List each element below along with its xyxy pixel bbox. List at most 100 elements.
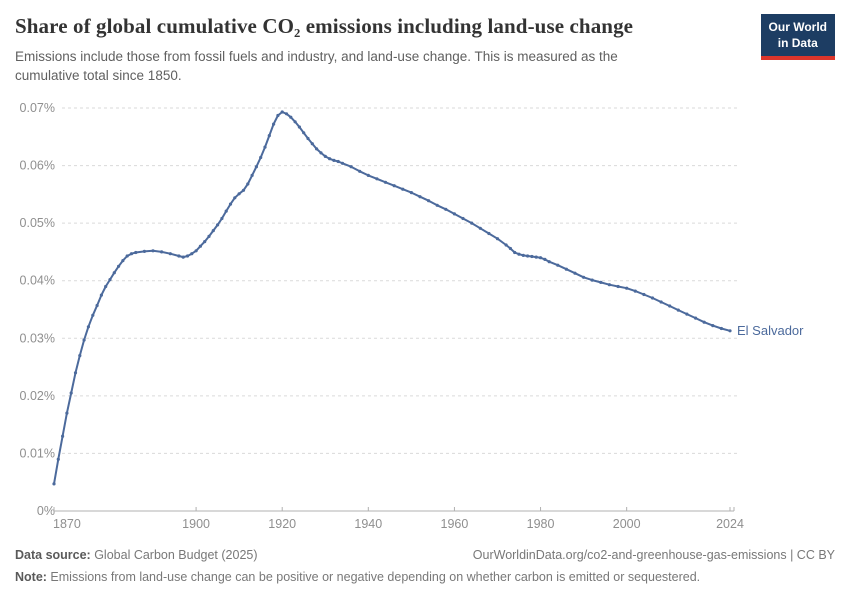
line-chart-plot-area[interactable]: 0% 0.01% 0.02% 0.03% 0.04% 0.05% 0.06% 0.07% 187… xyxy=(0,95,850,540)
data-point xyxy=(263,145,267,149)
data-point xyxy=(56,457,60,461)
data-point xyxy=(323,154,327,158)
data-point xyxy=(564,267,569,271)
data-point xyxy=(95,303,99,308)
data-point xyxy=(534,255,538,259)
data-point xyxy=(694,316,698,320)
y-tick-label: 0.05% xyxy=(20,216,55,230)
trend-line[interactable] xyxy=(53,111,731,485)
data-point xyxy=(198,244,202,248)
data-point xyxy=(185,254,190,258)
data-point xyxy=(246,182,250,186)
data-point xyxy=(659,300,663,304)
data-point xyxy=(530,254,534,259)
data-point xyxy=(513,250,517,255)
data-point xyxy=(582,275,586,279)
data-point xyxy=(461,216,465,221)
data-point xyxy=(86,325,90,329)
data-point xyxy=(276,113,280,118)
data-point xyxy=(676,308,680,312)
data-point xyxy=(349,165,353,169)
y-tick-label: 0.01% xyxy=(20,446,55,460)
data-point xyxy=(91,313,95,317)
data-point xyxy=(121,259,125,263)
data-point xyxy=(211,229,215,233)
y-tick-label: 0.04% xyxy=(20,274,55,288)
data-point xyxy=(633,289,637,293)
data-point xyxy=(203,240,207,244)
note-label: Note: xyxy=(15,570,47,585)
x-tick-label: 1960 xyxy=(441,517,469,531)
data-point xyxy=(521,253,525,257)
data-point xyxy=(616,284,620,289)
chart-header: Share of global cumulative CO₂ emissions… xyxy=(15,14,835,85)
data-point xyxy=(112,271,116,275)
x-tick-label: 2024 xyxy=(716,517,744,531)
source-row: Data source: Global Carbon Budget (2025)… xyxy=(15,548,835,564)
chart-footer: Data source: Global Carbon Budget (2025)… xyxy=(15,548,835,586)
data-point xyxy=(104,284,108,289)
data-point xyxy=(366,173,370,177)
data-point xyxy=(590,278,594,282)
data-point xyxy=(177,254,181,258)
chart-subtitle: Emissions include those from fossil fuel… xyxy=(15,49,618,83)
data-point xyxy=(254,165,258,169)
x-tick-label: 2000 xyxy=(613,517,641,531)
note-value: Emissions from land-use change can be po… xyxy=(46,570,701,585)
data-point xyxy=(228,202,233,206)
data-point xyxy=(427,199,431,203)
data-point xyxy=(108,278,112,282)
data-point xyxy=(401,187,405,191)
note-row: Note: Emissions from land-use change can… xyxy=(15,570,835,586)
data-point xyxy=(168,252,172,256)
data-point xyxy=(99,293,103,297)
y-tick-label: 0% xyxy=(37,504,55,518)
data-point xyxy=(65,411,69,415)
data-point xyxy=(418,195,422,199)
x-tick-label: 1900 xyxy=(182,517,210,531)
data-point xyxy=(556,263,560,267)
data-point xyxy=(82,338,86,342)
data-source-value: Global Carbon Budget (2025) xyxy=(90,547,258,562)
data-point xyxy=(306,136,310,141)
data-source-text: Data source: Global Carbon Budget (2025) xyxy=(15,548,258,564)
data-point xyxy=(293,120,297,124)
data-point xyxy=(78,354,82,358)
data-point xyxy=(340,161,345,165)
data-point xyxy=(642,292,646,297)
data-point xyxy=(650,296,655,300)
data-point xyxy=(302,131,306,135)
x-tick-label: 1870 xyxy=(53,517,81,531)
data-point xyxy=(444,207,448,211)
data-point xyxy=(328,157,332,161)
owid-url-link[interactable]: OurWorldinData.org/co2-and-greenhouse-ga… xyxy=(472,547,835,562)
data-point xyxy=(297,125,301,129)
data-point xyxy=(134,250,138,255)
data-point xyxy=(508,246,512,251)
x-tick-label: 1940 xyxy=(354,517,382,531)
chart-title: Share of global cumulative CO₂ emissions… xyxy=(15,14,634,38)
data-point xyxy=(151,249,155,253)
y-tick-label: 0.02% xyxy=(20,389,55,403)
data-point xyxy=(599,280,603,284)
data-point xyxy=(259,155,263,160)
data-point xyxy=(207,234,211,238)
owid-logo[interactable]: Our World in Data xyxy=(760,14,835,61)
data-point xyxy=(280,110,284,114)
data-point xyxy=(310,142,314,146)
data-point xyxy=(220,216,224,221)
data-point xyxy=(573,271,577,275)
data-point xyxy=(607,283,612,287)
y-tick-label: 0.07% xyxy=(20,101,55,115)
data-point xyxy=(719,326,724,331)
data-point xyxy=(160,250,164,254)
data-point xyxy=(358,169,362,173)
y-tick-label: 0.03% xyxy=(20,331,55,345)
entity-label[interactable]: El Salvador xyxy=(737,323,804,338)
data-point xyxy=(272,122,276,126)
data-point xyxy=(250,173,254,177)
data-point xyxy=(547,260,551,264)
data-point xyxy=(487,231,491,236)
data-point xyxy=(117,264,121,268)
